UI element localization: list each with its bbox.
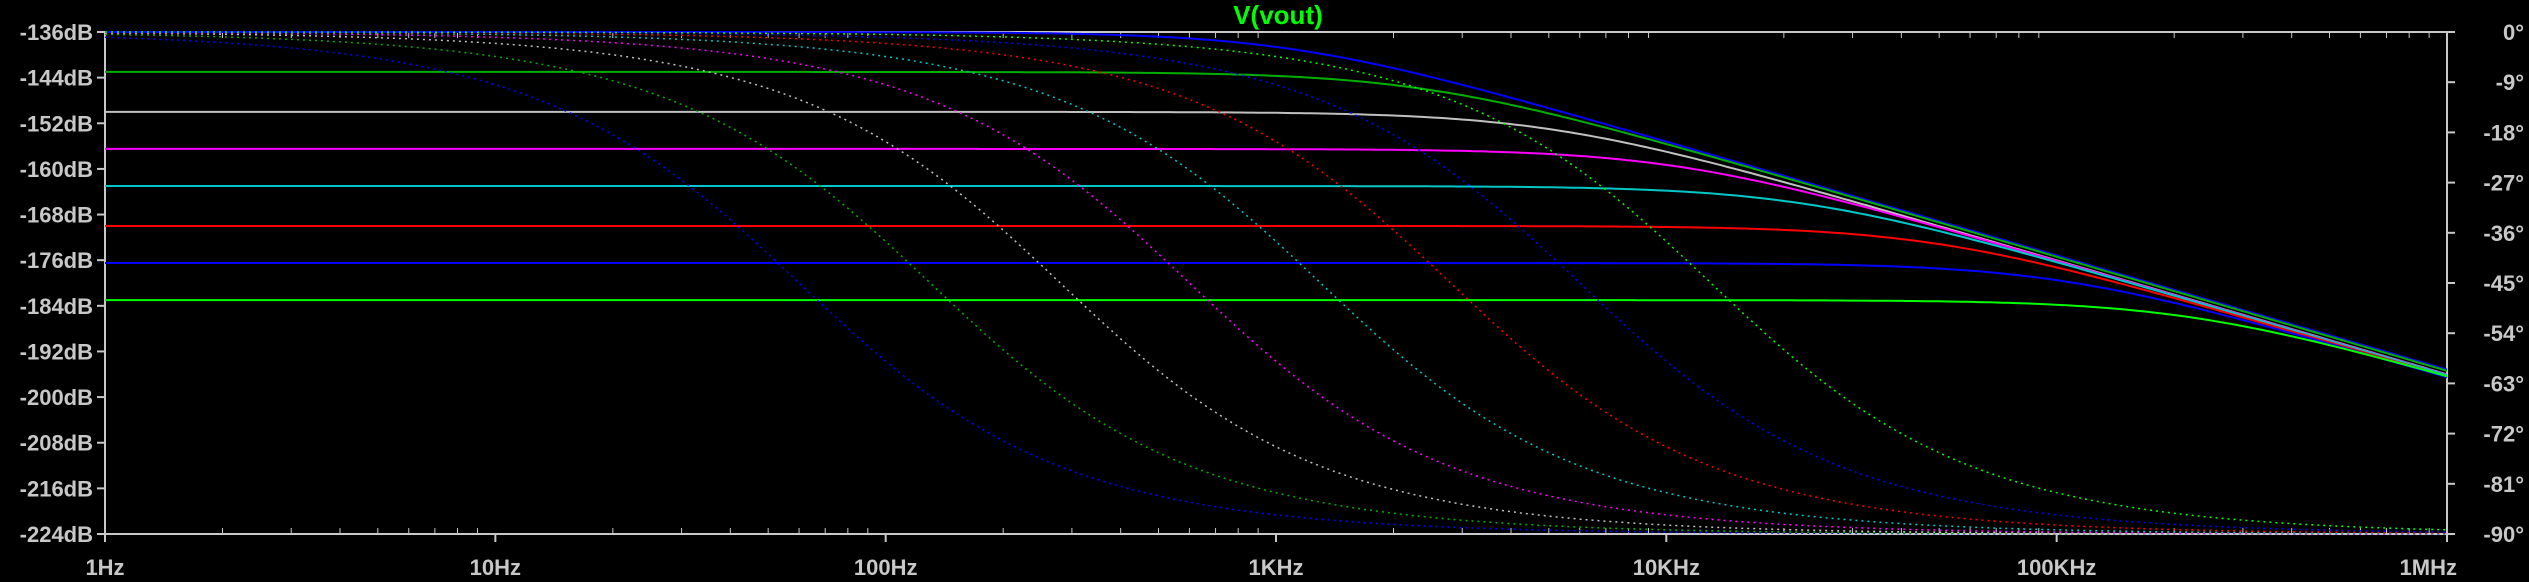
y-left-tick-label: -184dB	[20, 294, 93, 319]
x-tick-label: 10Hz	[470, 555, 521, 580]
y-left-tick-label: -192dB	[20, 339, 93, 364]
magnitude-trace	[105, 262, 2448, 379]
chart-title: V(vout)	[1233, 0, 1323, 30]
y-right-tick-label: -45°	[2483, 271, 2524, 296]
minor-ticks	[222, 32, 2430, 534]
magnitude-trace	[105, 299, 2448, 378]
phase-trace	[105, 33, 2447, 535]
phase-trace	[104, 31, 2447, 535]
x-tick-label: 100Hz	[854, 555, 918, 580]
y-left-tick-label: -152dB	[20, 111, 93, 136]
x-tick-label: 10KHz	[1633, 555, 1700, 580]
right-axis: 0° -9° -18° -27° -36° -45° -54° -63° -72° -81° -90…	[2447, 20, 2524, 547]
y-right-tick-label: -72°	[2483, 422, 2524, 447]
y-left-tick-label: -176dB	[20, 248, 93, 273]
x-tick-label: 1Hz	[85, 555, 124, 580]
magnitude-trace	[105, 147, 2448, 376]
y-right-tick-label: -81°	[2483, 472, 2524, 497]
traces	[104, 31, 2448, 535]
y-left-tick-label: -144dB	[20, 66, 93, 91]
y-left-tick-label: -224dB	[20, 522, 93, 547]
y-left-tick-label: -168dB	[20, 203, 93, 228]
y-left-tick-label: -136dB	[20, 20, 93, 45]
left-axis: -136dB -144dB -152dB -160dB -168dB -176dB -184…	[20, 20, 105, 547]
x-axis: 1Hz 10Hz 100Hz 1KHz 10KHz 100KHz 1MHz	[85, 534, 2457, 580]
y-right-tick-label: -54°	[2483, 321, 2524, 346]
y-left-tick-label: -216dB	[20, 476, 93, 501]
y-right-tick-label: -9°	[2496, 70, 2524, 95]
x-tick-label: 100KHz	[2017, 555, 2096, 580]
y-right-tick-label: -18°	[2483, 120, 2524, 145]
magnitude-trace	[105, 225, 2448, 378]
y-right-tick-label: -36°	[2483, 221, 2524, 246]
phase-trace	[105, 31, 2448, 531]
magnitude-trace	[105, 185, 2448, 377]
y-left-tick-label: -208dB	[20, 431, 93, 456]
y-right-tick-label: 0°	[2503, 20, 2524, 45]
x-tick-label: 1KHz	[1248, 555, 1303, 580]
x-tick-label: 1MHz	[2400, 555, 2457, 580]
magnitude-trace	[105, 70, 2448, 372]
y-right-tick-label: -27°	[2483, 171, 2524, 196]
phase-trace	[104, 31, 2447, 535]
y-left-tick-label: -160dB	[20, 157, 93, 182]
y-right-tick-label: -90°	[2483, 522, 2524, 547]
y-right-tick-label: -63°	[2483, 371, 2524, 396]
phase-trace	[104, 32, 2447, 535]
y-left-tick-label: -200dB	[20, 385, 93, 410]
